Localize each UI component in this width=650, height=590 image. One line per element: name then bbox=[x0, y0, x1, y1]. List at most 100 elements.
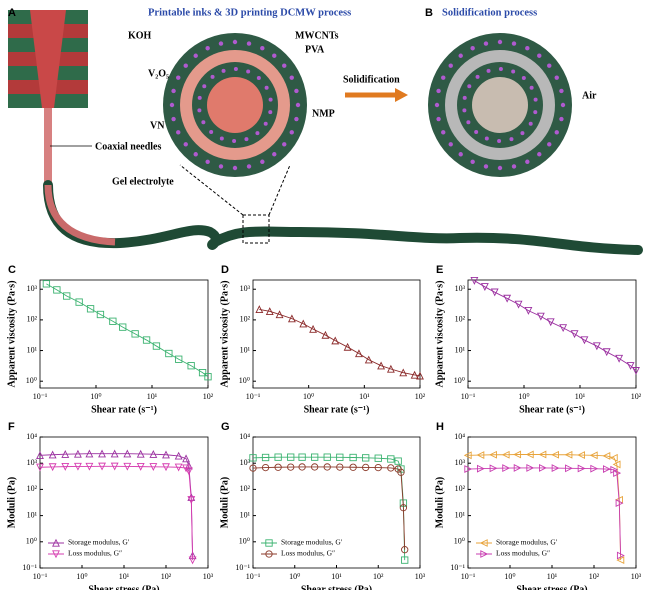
marker bbox=[48, 450, 57, 459]
marker bbox=[110, 449, 119, 458]
particle bbox=[528, 121, 533, 126]
panel-label: C bbox=[8, 264, 16, 276]
particle bbox=[533, 97, 538, 102]
marker bbox=[98, 449, 106, 458]
x-tick-label: 10⁰ bbox=[90, 392, 101, 401]
marker bbox=[476, 451, 485, 459]
particle bbox=[533, 110, 538, 115]
panel-label: B bbox=[425, 7, 433, 19]
particle bbox=[201, 120, 206, 125]
particle bbox=[260, 46, 265, 51]
label: Solidification bbox=[343, 74, 400, 85]
y-axis-label: Moduli (Pa) bbox=[434, 477, 445, 528]
marker bbox=[331, 336, 340, 345]
marker bbox=[602, 451, 611, 460]
panel-label: G bbox=[221, 421, 230, 433]
particle bbox=[246, 69, 251, 74]
y-tick-label: 10¹ bbox=[455, 345, 466, 354]
y-tick-label: 10² bbox=[455, 315, 466, 324]
marker bbox=[526, 463, 535, 472]
panel-label: D bbox=[221, 264, 229, 276]
marker bbox=[480, 283, 489, 292]
x-axis-label: Shear rate (s⁻¹) bbox=[304, 404, 370, 415]
marker bbox=[275, 310, 284, 319]
marker bbox=[52, 538, 60, 547]
fiber bbox=[43, 180, 643, 255]
marker bbox=[53, 286, 61, 294]
x-axis-label: Shear rate (s⁻¹) bbox=[91, 404, 157, 415]
marker bbox=[386, 364, 395, 373]
marker bbox=[48, 463, 57, 472]
marker bbox=[162, 450, 170, 459]
particle bbox=[462, 108, 467, 113]
particle bbox=[218, 41, 224, 46]
x-tick-label: 10² bbox=[415, 392, 426, 401]
particle bbox=[483, 164, 489, 169]
particle bbox=[547, 142, 552, 147]
particle bbox=[260, 159, 265, 164]
y-tick-label: 10³ bbox=[27, 458, 38, 467]
marker bbox=[616, 551, 625, 560]
marker bbox=[174, 451, 183, 460]
marker bbox=[274, 463, 282, 471]
x-axis-label: Shear stress (Pa) bbox=[301, 584, 372, 590]
particle bbox=[483, 41, 489, 46]
particle bbox=[434, 102, 440, 108]
marker bbox=[476, 464, 485, 473]
marker bbox=[36, 463, 44, 472]
marker bbox=[287, 314, 296, 323]
marker bbox=[551, 450, 559, 459]
marker bbox=[615, 354, 624, 363]
series-line bbox=[252, 466, 406, 550]
marker bbox=[364, 355, 373, 364]
marker bbox=[136, 449, 145, 458]
marker bbox=[86, 305, 95, 313]
x-tick-label: 10¹ bbox=[331, 572, 342, 581]
y-tick-label: 10⁰ bbox=[239, 376, 250, 385]
marker bbox=[397, 468, 405, 476]
marker bbox=[580, 336, 589, 345]
marker bbox=[590, 464, 599, 473]
particle bbox=[221, 68, 226, 73]
marker bbox=[616, 556, 625, 565]
x-tick-label: 10³ bbox=[415, 572, 426, 581]
particle bbox=[448, 63, 453, 68]
particle bbox=[520, 131, 525, 136]
marker bbox=[490, 288, 499, 297]
marker bbox=[299, 319, 308, 328]
particle bbox=[193, 152, 198, 157]
particle bbox=[537, 152, 542, 157]
x-axis-label: Shear stress (Pa) bbox=[516, 584, 587, 590]
marker bbox=[174, 463, 183, 472]
marker bbox=[536, 312, 545, 321]
particle bbox=[183, 63, 188, 68]
marker bbox=[470, 277, 479, 285]
x-tick-label: 10² bbox=[373, 572, 384, 581]
particle bbox=[183, 142, 188, 147]
marker bbox=[410, 370, 419, 379]
marker bbox=[162, 463, 170, 472]
particle bbox=[256, 76, 261, 81]
marker bbox=[546, 318, 555, 327]
marker bbox=[514, 300, 523, 309]
particle bbox=[205, 159, 210, 164]
marker bbox=[343, 342, 352, 351]
y-tick-label: 10⁰ bbox=[239, 537, 250, 546]
marker bbox=[592, 342, 601, 351]
legend-label: Storage modulus, G′ bbox=[281, 538, 343, 547]
y-tick-label: 10¹ bbox=[240, 510, 251, 519]
label: V₂O₅ bbox=[148, 68, 169, 79]
particle bbox=[525, 46, 530, 51]
y-tick-label: 10³ bbox=[27, 284, 38, 293]
particle bbox=[554, 130, 559, 135]
y-tick-label: 10⁰ bbox=[26, 537, 37, 546]
label: Air bbox=[582, 90, 597, 101]
y-tick-label: 10² bbox=[240, 484, 251, 493]
marker bbox=[265, 550, 273, 558]
particle bbox=[559, 116, 564, 122]
x-tick-label: 10⁰ bbox=[76, 572, 87, 581]
marker bbox=[109, 317, 117, 325]
particle bbox=[458, 53, 463, 58]
needles bbox=[8, 10, 92, 185]
y-tick-label: 10¹ bbox=[240, 345, 251, 354]
